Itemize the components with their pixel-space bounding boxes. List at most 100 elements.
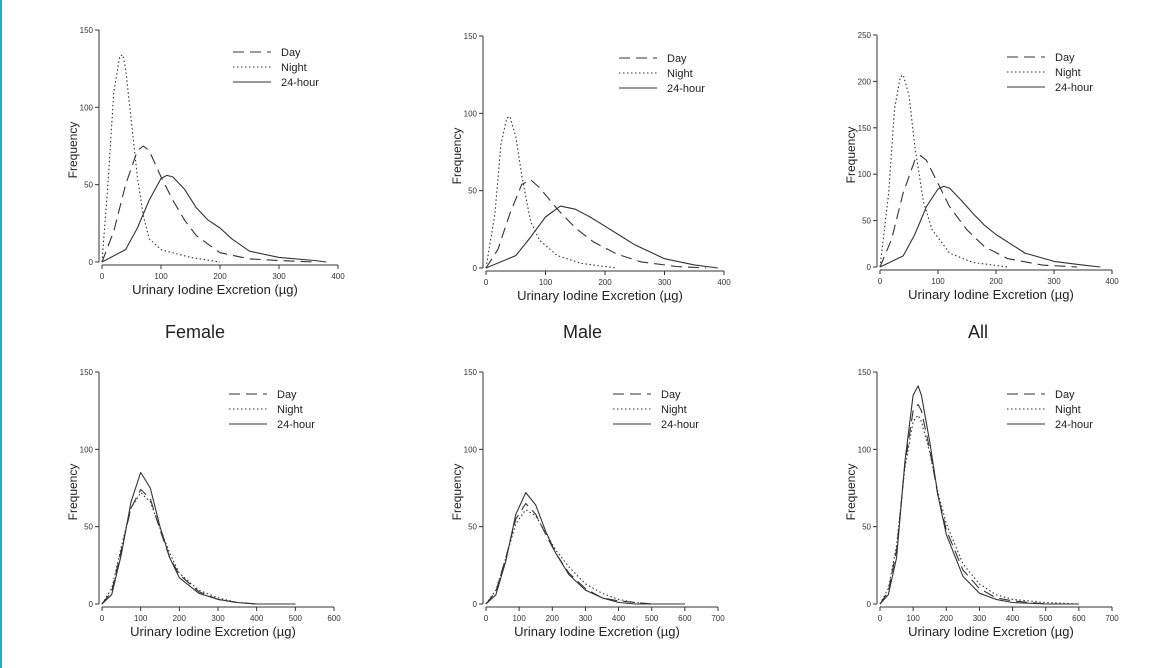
series-line-day bbox=[485, 179, 707, 269]
y-axis-label: Frequency bbox=[450, 464, 464, 521]
series-line-night bbox=[485, 115, 617, 269]
group-label-male: Male bbox=[563, 322, 603, 342]
x-tick-label: 200 bbox=[546, 614, 560, 623]
x-tick-label: 500 bbox=[289, 614, 303, 623]
y-tick-label: 0 bbox=[867, 600, 872, 609]
x-tick-label: 100 bbox=[931, 277, 945, 286]
x-tick-label: 0 bbox=[878, 277, 883, 286]
x-tick-label: 400 bbox=[1105, 277, 1119, 286]
y-tick-label: 50 bbox=[468, 523, 477, 532]
x-axis-label: Urinary Iodine Excretion (µg) bbox=[132, 282, 298, 297]
y-axis-label: Frequency bbox=[844, 127, 858, 184]
x-tick-label: 200 bbox=[940, 614, 954, 623]
legend-label: 24-hour bbox=[1055, 82, 1093, 94]
y-tick-label: 150 bbox=[858, 124, 872, 133]
legend-label: Day bbox=[661, 389, 681, 401]
legend-label: Night bbox=[281, 62, 307, 74]
series-line-night bbox=[879, 414, 1079, 605]
y-axis-label: Frequency bbox=[66, 122, 80, 179]
x-tick-label: 200 bbox=[213, 272, 227, 281]
x-tick-label: 100 bbox=[539, 278, 553, 287]
x-tick-label: 300 bbox=[272, 272, 286, 281]
y-tick-label: 150 bbox=[464, 368, 478, 377]
x-tick-label: 700 bbox=[1105, 614, 1119, 623]
x-axis-label: Urinary Iodine Excretion (µg) bbox=[514, 624, 680, 639]
chart-male-bottom: 0 50 100 150 0 100 200 300 400 500 600 700 Urinary I… bbox=[450, 368, 725, 639]
y-tick-label: 100 bbox=[80, 445, 94, 454]
x-tick-label: 400 bbox=[717, 278, 731, 287]
legend-label: Day bbox=[1055, 52, 1075, 64]
chart-male-top: 0 50 100 150 0 100 200 300 400 Urinary Iodine Exc… bbox=[450, 32, 731, 303]
y-tick-label: 50 bbox=[84, 181, 93, 190]
y-axis-label: Frequency bbox=[450, 128, 464, 185]
series-line-24-hour bbox=[879, 185, 1101, 268]
x-tick-label: 100 bbox=[134, 614, 148, 623]
y-tick-label: 0 bbox=[473, 264, 478, 273]
legend-label: 24-hour bbox=[281, 77, 319, 89]
y-tick-label: 0 bbox=[867, 263, 872, 272]
x-tick-label: 0 bbox=[100, 272, 105, 281]
series-line-night bbox=[101, 54, 221, 263]
group-label-all: All bbox=[968, 322, 989, 342]
y-axis-label: Frequency bbox=[844, 464, 858, 521]
chart-female-top: 0 50 100 150 0 100 200 300 400 Urinary Iodine Exc… bbox=[66, 26, 345, 297]
y-tick-label: 0 bbox=[89, 600, 94, 609]
y-tick-label: 150 bbox=[464, 32, 478, 41]
x-tick-label: 600 bbox=[327, 614, 341, 623]
y-tick-label: 50 bbox=[862, 217, 871, 226]
x-tick-label: 400 bbox=[250, 614, 264, 623]
x-tick-label: 200 bbox=[598, 278, 612, 287]
legend-label: Day bbox=[667, 53, 687, 65]
legend-label: 24-hour bbox=[277, 419, 315, 431]
x-tick-label: 700 bbox=[711, 614, 725, 623]
legend-label: Day bbox=[277, 389, 297, 401]
series-line-night bbox=[101, 492, 296, 605]
x-tick-label: 400 bbox=[331, 272, 345, 281]
series-line-night bbox=[879, 74, 1008, 268]
x-tick-label: 200 bbox=[989, 277, 1003, 286]
series-line-24-hour bbox=[101, 174, 327, 263]
x-tick-label: 300 bbox=[579, 614, 593, 623]
series-line-24-hour bbox=[485, 492, 685, 605]
legend-label: Night bbox=[1055, 67, 1081, 79]
y-tick-label: 100 bbox=[80, 103, 94, 112]
x-tick-label: 300 bbox=[1047, 277, 1061, 286]
x-tick-label: 500 bbox=[645, 614, 659, 623]
x-tick-label: 0 bbox=[484, 278, 489, 287]
legend-label: Night bbox=[277, 404, 303, 416]
y-tick-label: 0 bbox=[473, 600, 478, 609]
x-tick-label: 300 bbox=[658, 278, 672, 287]
series-line-day bbox=[101, 488, 296, 605]
x-tick-label: 300 bbox=[211, 614, 225, 623]
series-line-24-hour bbox=[101, 471, 296, 605]
legend-label: Night bbox=[1055, 404, 1081, 416]
x-tick-label: 400 bbox=[612, 614, 626, 623]
legend-label: Night bbox=[661, 404, 687, 416]
x-axis-label: Urinary Iodine Excretion (µg) bbox=[517, 288, 683, 303]
y-tick-label: 100 bbox=[858, 170, 872, 179]
x-tick-label: 0 bbox=[484, 614, 489, 623]
chart-all-bottom: 0 50 100 150 0 100 200 300 400 500 600 700 Urinary I… bbox=[844, 368, 1119, 639]
chart-female-bottom: 0 50 100 150 0 100 200 300 400 500 600 Urinary Iodi… bbox=[66, 368, 341, 639]
y-axis-label: Frequency bbox=[66, 464, 80, 521]
y-tick-label: 100 bbox=[464, 445, 478, 454]
legend-label: Night bbox=[667, 68, 693, 80]
y-tick-label: 50 bbox=[84, 523, 93, 532]
series-line-24-hour bbox=[879, 385, 1079, 605]
x-tick-label: 0 bbox=[100, 614, 105, 623]
x-axis-label: Urinary Iodine Excretion (µg) bbox=[908, 624, 1074, 639]
legend-label: Day bbox=[1055, 389, 1075, 401]
series-line-day bbox=[101, 145, 315, 263]
y-tick-label: 200 bbox=[858, 77, 872, 86]
x-tick-label: 100 bbox=[906, 614, 920, 623]
x-tick-label: 600 bbox=[678, 614, 692, 623]
legend-label: 24-hour bbox=[667, 83, 705, 95]
left-accent-border bbox=[0, 0, 2, 668]
x-tick-label: 100 bbox=[512, 614, 526, 623]
y-tick-label: 50 bbox=[468, 187, 477, 196]
x-axis-label: Urinary Iodine Excretion (µg) bbox=[130, 624, 296, 639]
x-axis-label: Urinary Iodine Excretion (µg) bbox=[908, 287, 1074, 302]
series-line-24-hour bbox=[485, 205, 719, 269]
series-line-day bbox=[879, 155, 1078, 268]
